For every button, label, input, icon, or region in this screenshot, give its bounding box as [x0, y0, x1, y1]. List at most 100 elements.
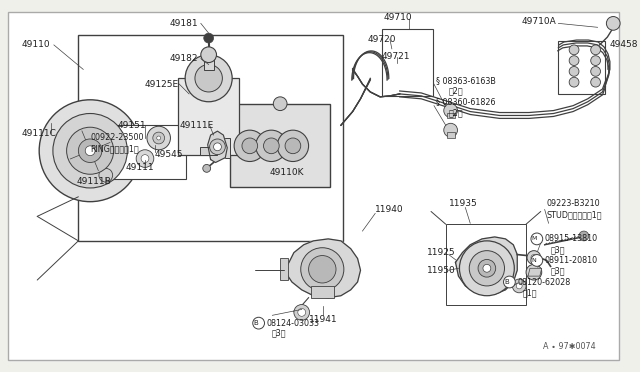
- Circle shape: [204, 33, 214, 43]
- Bar: [558, 41, 605, 94]
- Circle shape: [147, 126, 170, 150]
- Text: （3）: （3）: [550, 245, 565, 254]
- Polygon shape: [528, 268, 541, 276]
- Circle shape: [591, 67, 600, 76]
- Text: M: M: [531, 236, 536, 241]
- Text: 49710: 49710: [384, 13, 413, 22]
- Text: 49111: 49111: [125, 163, 154, 172]
- Text: 49125E: 49125E: [145, 80, 179, 89]
- Circle shape: [513, 279, 526, 293]
- Text: 49111C: 49111C: [22, 129, 56, 138]
- Circle shape: [277, 130, 308, 161]
- Text: RINGリング（1）: RINGリング（1）: [90, 144, 139, 153]
- Polygon shape: [284, 239, 360, 298]
- Text: 08120-62028: 08120-62028: [517, 278, 570, 286]
- Text: 49720: 49720: [367, 35, 396, 44]
- Circle shape: [531, 254, 537, 260]
- Circle shape: [569, 67, 579, 76]
- Polygon shape: [208, 131, 227, 163]
- Circle shape: [569, 56, 579, 65]
- Circle shape: [203, 164, 211, 172]
- Text: （2）: （2）: [449, 86, 463, 96]
- Bar: [204, 49, 214, 70]
- Text: 49181: 49181: [170, 19, 198, 28]
- Circle shape: [99, 169, 113, 182]
- Text: 49111E: 49111E: [179, 121, 214, 130]
- Circle shape: [39, 100, 141, 202]
- Circle shape: [78, 139, 102, 163]
- Bar: [78, 35, 343, 241]
- Circle shape: [606, 16, 620, 30]
- Circle shape: [136, 150, 154, 167]
- Text: § 08363-6163B: § 08363-6163B: [436, 76, 496, 85]
- Circle shape: [527, 251, 541, 264]
- Bar: [83, 125, 186, 179]
- Circle shape: [264, 138, 279, 154]
- Text: 49458: 49458: [609, 41, 638, 49]
- Text: § 08360-61826: § 08360-61826: [436, 97, 495, 106]
- Bar: [280, 259, 288, 280]
- Circle shape: [591, 45, 600, 55]
- Text: N: N: [532, 258, 536, 263]
- Circle shape: [569, 77, 579, 87]
- Bar: [200, 147, 218, 155]
- Circle shape: [504, 276, 515, 288]
- Text: 49182: 49182: [170, 54, 198, 63]
- Text: B: B: [253, 320, 258, 326]
- Bar: [310, 286, 334, 298]
- Circle shape: [85, 146, 95, 155]
- Circle shape: [234, 130, 266, 161]
- Circle shape: [273, 97, 287, 110]
- Text: 49151: 49151: [118, 121, 146, 130]
- Circle shape: [469, 251, 504, 286]
- Text: 00922-23500: 00922-23500: [90, 132, 143, 141]
- Circle shape: [153, 132, 164, 144]
- Bar: [447, 112, 454, 118]
- Text: A ∙ 97✱0074: A ∙ 97✱0074: [543, 342, 596, 351]
- Bar: [382, 29, 433, 96]
- Circle shape: [531, 233, 543, 245]
- Text: 49110: 49110: [22, 41, 50, 49]
- Circle shape: [298, 308, 306, 316]
- Circle shape: [201, 47, 216, 62]
- Text: （1）: （1）: [523, 288, 538, 297]
- Text: （3）: （3）: [550, 267, 565, 276]
- Polygon shape: [456, 237, 517, 294]
- Text: 49721: 49721: [382, 52, 410, 61]
- Circle shape: [591, 56, 600, 65]
- Circle shape: [460, 241, 515, 296]
- Circle shape: [141, 155, 149, 163]
- Text: 11925: 11925: [427, 248, 456, 257]
- Circle shape: [516, 283, 522, 289]
- Circle shape: [256, 130, 287, 161]
- Bar: [220, 138, 230, 158]
- Text: 08124-03033: 08124-03033: [266, 319, 319, 328]
- Bar: [230, 104, 330, 187]
- Text: 08915-13810: 08915-13810: [545, 234, 598, 243]
- Circle shape: [285, 138, 301, 154]
- Circle shape: [185, 55, 232, 102]
- Text: 08911-20810: 08911-20810: [545, 256, 598, 265]
- Text: 11935: 11935: [449, 199, 477, 208]
- Text: 09223-B3210: 09223-B3210: [547, 199, 600, 208]
- Circle shape: [210, 139, 225, 155]
- Text: 49710A: 49710A: [521, 17, 556, 26]
- Circle shape: [253, 317, 264, 329]
- Bar: [447, 132, 454, 138]
- Circle shape: [308, 256, 336, 283]
- Circle shape: [531, 254, 543, 266]
- Circle shape: [195, 64, 222, 92]
- Text: 11950: 11950: [427, 266, 456, 275]
- Circle shape: [579, 231, 589, 241]
- Text: （2）: （2）: [449, 108, 463, 117]
- Text: 49111B: 49111B: [76, 177, 111, 186]
- Circle shape: [483, 264, 491, 272]
- Text: （3）: （3）: [271, 328, 286, 337]
- Text: B: B: [504, 279, 509, 285]
- Circle shape: [444, 104, 458, 118]
- Circle shape: [444, 123, 458, 137]
- Circle shape: [478, 260, 496, 277]
- Circle shape: [157, 136, 161, 140]
- Text: STUDスタッド（1）: STUDスタッド（1）: [547, 210, 602, 219]
- Circle shape: [242, 138, 258, 154]
